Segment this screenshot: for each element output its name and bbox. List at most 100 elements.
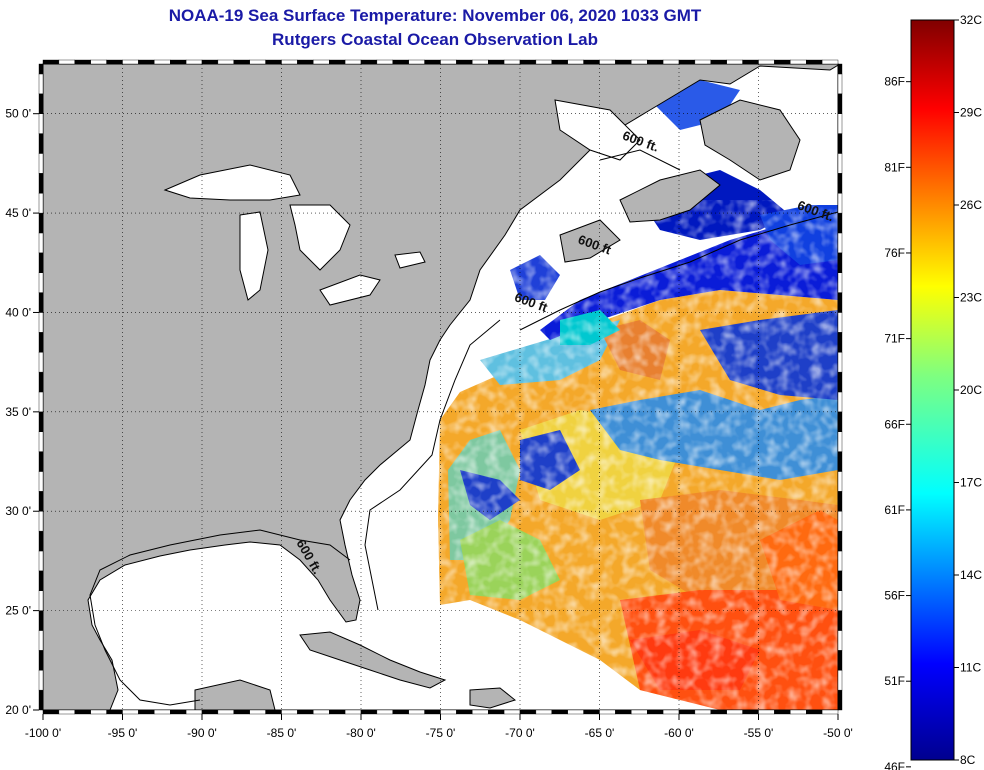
border-segment — [122, 59, 139, 65]
border-segment — [38, 232, 44, 254]
colorbar-gradient — [910, 19, 955, 761]
border-segment — [837, 93, 843, 114]
border-segment — [837, 371, 843, 393]
border-segment — [329, 709, 346, 715]
border-segment — [837, 411, 843, 432]
border-segment — [837, 133, 843, 154]
border-segment — [42, 59, 60, 65]
border-segment — [233, 59, 250, 65]
border-segment — [38, 590, 44, 611]
border-segment — [837, 192, 843, 214]
map-title: NOAA-19 Sea Surface Temperature: Novembe… — [168, 6, 702, 25]
border-segment — [249, 59, 266, 65]
border-segment — [106, 709, 123, 715]
border-segment — [837, 212, 843, 234]
border-segment — [38, 133, 44, 154]
border-segment — [567, 59, 584, 65]
border-segment — [837, 153, 843, 174]
border-segment — [742, 59, 759, 65]
border-segment — [38, 63, 44, 75]
border-segment — [344, 59, 362, 65]
border-segment — [376, 59, 393, 65]
colorbar-label-fahrenheit: 66F — [884, 417, 905, 431]
border-segment — [38, 173, 44, 194]
border-segment — [74, 59, 91, 65]
colorbar-label-fahrenheit: 81F — [884, 160, 905, 174]
border-segment — [615, 709, 632, 715]
border-segment — [790, 709, 807, 715]
border-segment — [694, 59, 712, 65]
border-segment — [201, 709, 219, 715]
border-segment — [456, 709, 473, 715]
border-segment — [38, 352, 44, 373]
border-segment — [38, 113, 44, 134]
border-segment — [281, 59, 298, 65]
border-segment — [837, 173, 843, 194]
border-segment — [38, 451, 44, 472]
border-segment — [106, 59, 123, 65]
border-segment — [535, 59, 553, 65]
border-segment — [456, 59, 473, 65]
border-segment — [774, 709, 791, 715]
colorbar-label-fahrenheit: 56F — [884, 589, 905, 603]
border-segment — [678, 709, 696, 715]
border-segment — [265, 709, 282, 715]
border-segment — [201, 59, 219, 65]
border-segment — [360, 709, 378, 715]
border-segment — [38, 550, 44, 572]
border-segment — [408, 709, 425, 715]
border-segment — [38, 431, 44, 452]
lat-tick-label: 40 0' — [5, 305, 31, 319]
border-segment — [360, 59, 378, 65]
lat-tick-label: 20 0' — [5, 703, 31, 717]
border-segment — [503, 59, 521, 65]
border-segment — [154, 59, 171, 65]
border-segment — [249, 709, 266, 715]
map-border — [38, 59, 843, 715]
border-segment — [837, 511, 843, 532]
colorbar-label-celsius: 20C — [960, 383, 982, 397]
border-segment — [38, 272, 44, 293]
border-segment — [662, 709, 680, 715]
border-segment — [837, 272, 843, 293]
colorbar-label-celsius: 8C — [960, 753, 976, 767]
colorbar-label-celsius: 14C — [960, 568, 982, 582]
border-segment — [837, 332, 843, 353]
border-segment — [392, 59, 409, 65]
border-segment — [837, 550, 843, 572]
border-segment — [38, 491, 44, 512]
graticule — [43, 64, 838, 710]
border-segment — [519, 59, 537, 65]
border-segment — [38, 192, 44, 214]
border-segment — [392, 709, 409, 715]
colorbar-label-fahrenheit: 51F — [884, 674, 905, 688]
lon-tick-label: -75 0' — [426, 726, 456, 740]
border-segment — [837, 352, 843, 373]
border-segment — [440, 59, 457, 65]
border-segment — [265, 59, 282, 65]
border-segment — [329, 59, 346, 65]
border-segment — [281, 709, 298, 715]
border-segment — [837, 292, 843, 313]
colorbar-label-fahrenheit: 61F — [884, 503, 905, 517]
border-segment — [38, 391, 44, 413]
border-segment — [837, 312, 843, 333]
border-segment — [472, 59, 489, 65]
border-segment — [758, 59, 775, 65]
border-segment — [74, 709, 91, 715]
border-segment — [488, 59, 505, 65]
border-segment — [837, 471, 843, 492]
border-segment — [519, 709, 537, 715]
border-segment — [837, 63, 843, 75]
border-segment — [38, 650, 44, 671]
colorbar-label-celsius: 26C — [960, 198, 982, 212]
border-segment — [599, 709, 616, 715]
border-segment — [38, 511, 44, 532]
border-segment — [806, 59, 823, 65]
border-segment — [138, 59, 155, 65]
border-segment — [488, 709, 505, 715]
border-segment — [38, 670, 44, 691]
border-segment — [90, 709, 107, 715]
border-segment — [58, 709, 76, 715]
